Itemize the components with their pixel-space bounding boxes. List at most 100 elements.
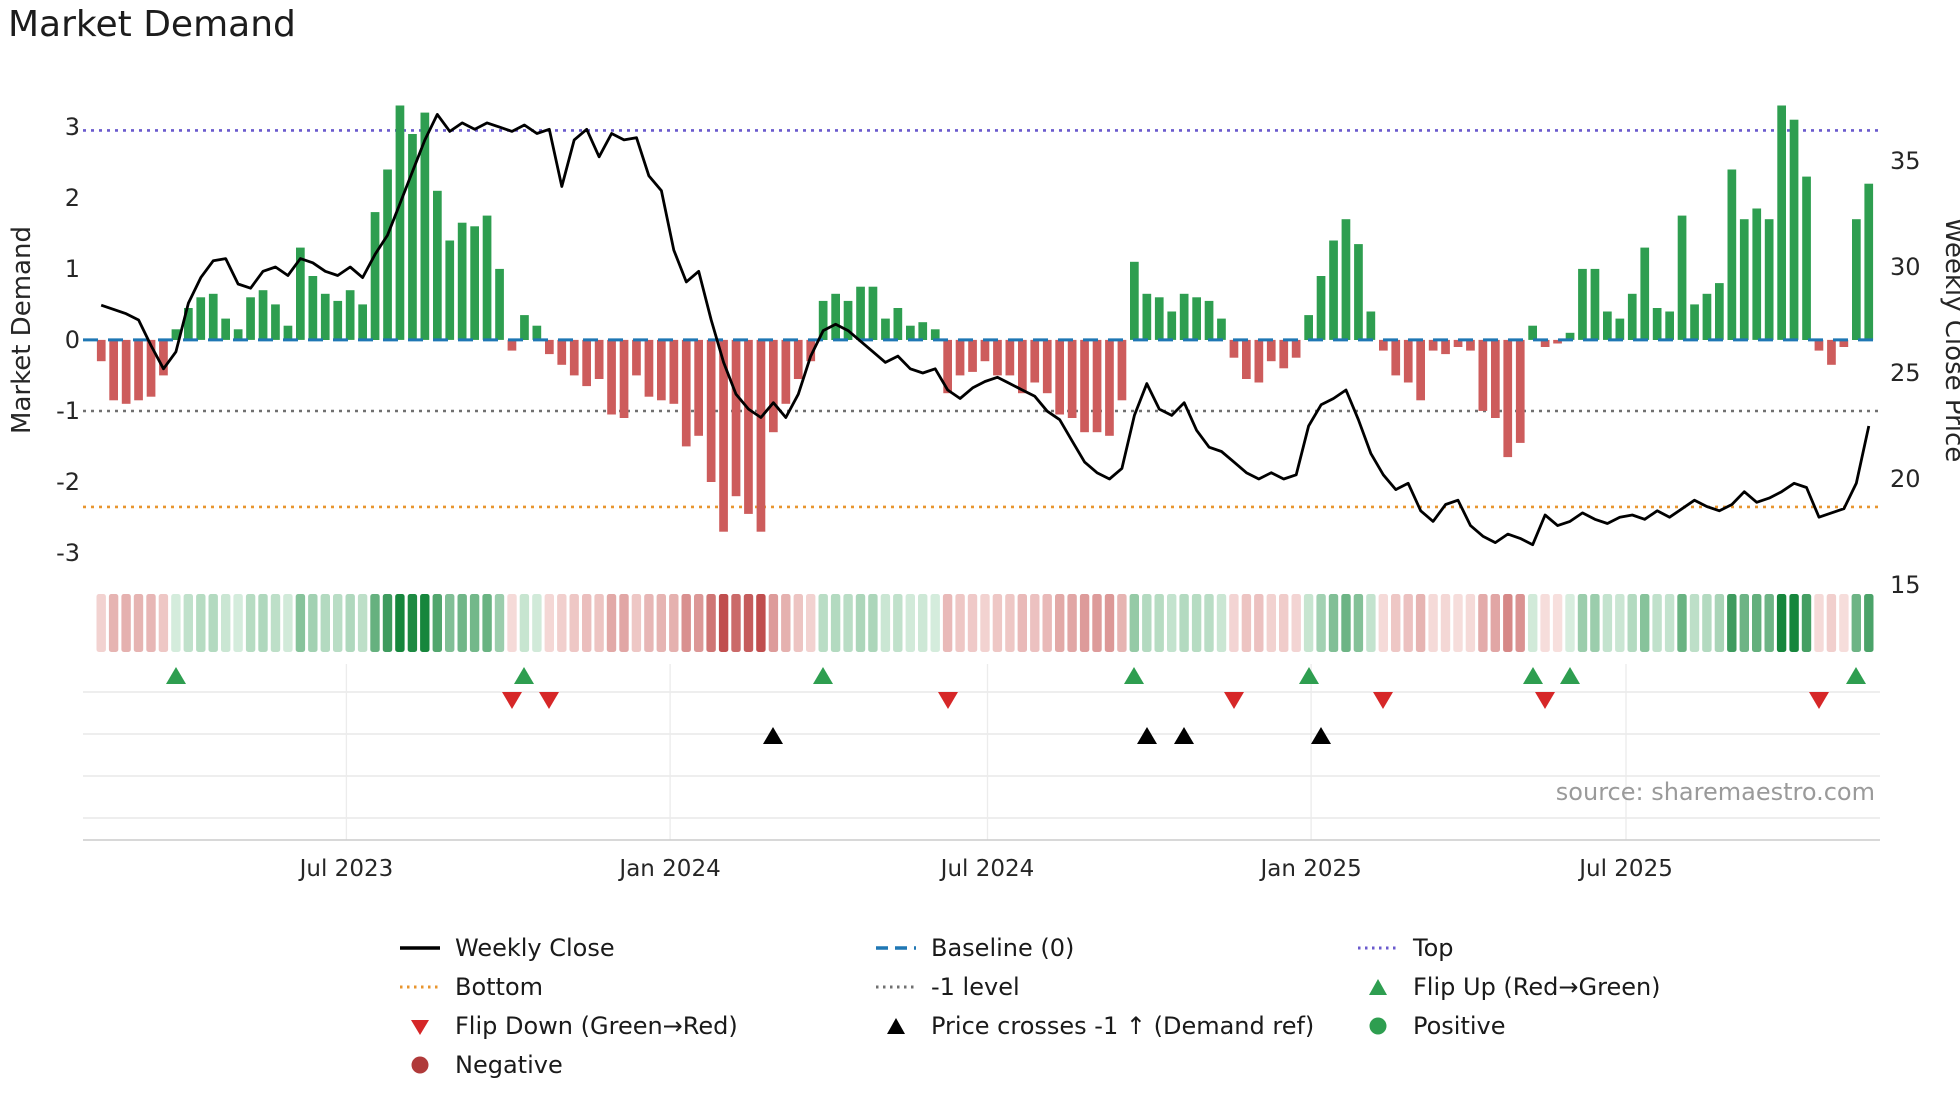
legend-symbol-flip-down <box>411 1019 429 1035</box>
heatmap-cell <box>283 594 293 652</box>
heatmap-cell <box>1092 594 1102 652</box>
heatmap-cell <box>1129 594 1139 652</box>
demand-bar <box>694 339 703 436</box>
demand-bar <box>918 322 928 340</box>
demand-bar <box>1578 268 1587 340</box>
y-tick-right: 30 <box>1890 253 1921 281</box>
legend-symbol-flip-up <box>1369 978 1387 995</box>
demand-bar <box>1204 300 1214 340</box>
demand-bar <box>769 339 778 433</box>
heatmap-cell <box>1864 594 1874 652</box>
demand-bar <box>1030 339 1040 383</box>
demand-bar <box>109 339 118 401</box>
demand-bar <box>1105 339 1114 436</box>
demand-bar <box>756 339 766 532</box>
legend-symbol-positive <box>1369 1017 1387 1034</box>
demand-bar <box>159 339 168 376</box>
heatmap-cell <box>1391 594 1401 652</box>
heatmap-cell <box>1154 594 1164 652</box>
heatmap-cell <box>557 594 567 652</box>
heatmap-cell <box>445 594 455 652</box>
y-tick-left: 0 <box>65 326 80 354</box>
heatmap-cell <box>606 594 617 652</box>
heatmap-cell <box>718 594 729 652</box>
demand-bar <box>208 293 218 340</box>
demand-bar <box>1005 339 1015 376</box>
heatmap-cell <box>1191 594 1202 652</box>
legend-label-flip-down: Flip Down (Green→Red) <box>455 1011 738 1040</box>
heatmap-cell <box>905 594 915 652</box>
demand-bar <box>1142 293 1152 340</box>
demand-bar <box>507 339 517 351</box>
heatmap-cell <box>133 594 144 652</box>
demand-bar <box>445 240 455 340</box>
heatmap-cell <box>270 594 281 652</box>
y-tick-right: 25 <box>1890 359 1921 387</box>
demand-bar <box>1827 339 1836 365</box>
heatmap-cell <box>955 594 965 652</box>
heatmap-cell <box>1415 594 1426 652</box>
heatmap-cell <box>221 594 231 652</box>
demand-bar <box>1540 339 1550 347</box>
heatmap-strip <box>96 594 1874 652</box>
demand-bar <box>134 339 143 401</box>
heatmap-cell <box>171 594 181 652</box>
demand-bar <box>594 339 604 379</box>
heatmap-cell <box>208 594 218 652</box>
heatmap-cell <box>818 594 828 652</box>
demand-bar <box>818 300 828 340</box>
price-cross-markers <box>763 727 1331 744</box>
heatmap-cell <box>880 594 891 652</box>
heatmap-cell <box>843 594 853 652</box>
heatmap-cell <box>918 594 928 652</box>
heatmap-cell <box>1602 594 1613 652</box>
demand-bar <box>1590 268 1600 340</box>
legend-item-flip-down: Flip Down (Green→Red) <box>398 1006 874 1045</box>
marker-panel <box>83 664 1880 841</box>
demand-bar <box>1229 339 1239 358</box>
heatmap-cell <box>395 594 405 652</box>
legend-item-negative: Negative <box>398 1045 874 1084</box>
demand-bar <box>793 339 803 379</box>
demand-bar <box>1603 311 1612 340</box>
demand-bar <box>930 329 940 340</box>
demand-bar <box>1814 339 1824 351</box>
demand-bar <box>1503 339 1513 458</box>
legend-symbol-minus1-level <box>876 985 916 988</box>
heatmap-cell <box>930 594 940 652</box>
legend-label-minus1-level: -1 level <box>931 972 1020 1001</box>
legend-item-baseline: Baseline (0) <box>874 928 1356 967</box>
legend-label-positive: Positive <box>1413 1011 1506 1040</box>
heatmap-cell <box>121 594 131 652</box>
demand-bar <box>457 222 467 340</box>
heatmap-cell <box>569 594 579 652</box>
heatmap-cell <box>1503 594 1513 652</box>
demand-bar <box>1055 339 1064 415</box>
demand-bar <box>1702 293 1712 340</box>
demand-bar <box>345 290 355 340</box>
demand-bar <box>196 297 206 340</box>
demand-bar <box>1864 183 1874 340</box>
right-axis-title: Weekly Close Price <box>1939 218 1960 463</box>
source-text: source: sharemaestro.com <box>1555 778 1875 806</box>
heatmap-cell <box>357 594 368 652</box>
demand-bar <box>1453 339 1463 347</box>
demand-bar <box>1764 219 1774 340</box>
heatmap-cell <box>1839 594 1849 652</box>
legend-symbol-negative <box>411 1056 429 1073</box>
heatmap-cell <box>1752 594 1762 652</box>
legend-column-1: Weekly Close Bottom Flip Down (Green→Red) N… <box>398 928 874 1084</box>
x-tick-label: Jul 2023 <box>298 856 394 882</box>
heatmap-cell <box>1528 594 1538 652</box>
heatmap-cell <box>1055 594 1065 652</box>
heatmap-cell <box>1764 594 1774 652</box>
demand-bar <box>1491 339 1500 418</box>
demand-bar <box>980 339 990 362</box>
heatmap-cell <box>1254 594 1264 652</box>
heatmap-cell <box>1403 594 1413 652</box>
demand-bar <box>1018 339 1027 394</box>
demand-bar <box>1341 219 1351 340</box>
heatmap-cell <box>1117 594 1127 652</box>
heatmap-cell <box>320 594 330 652</box>
